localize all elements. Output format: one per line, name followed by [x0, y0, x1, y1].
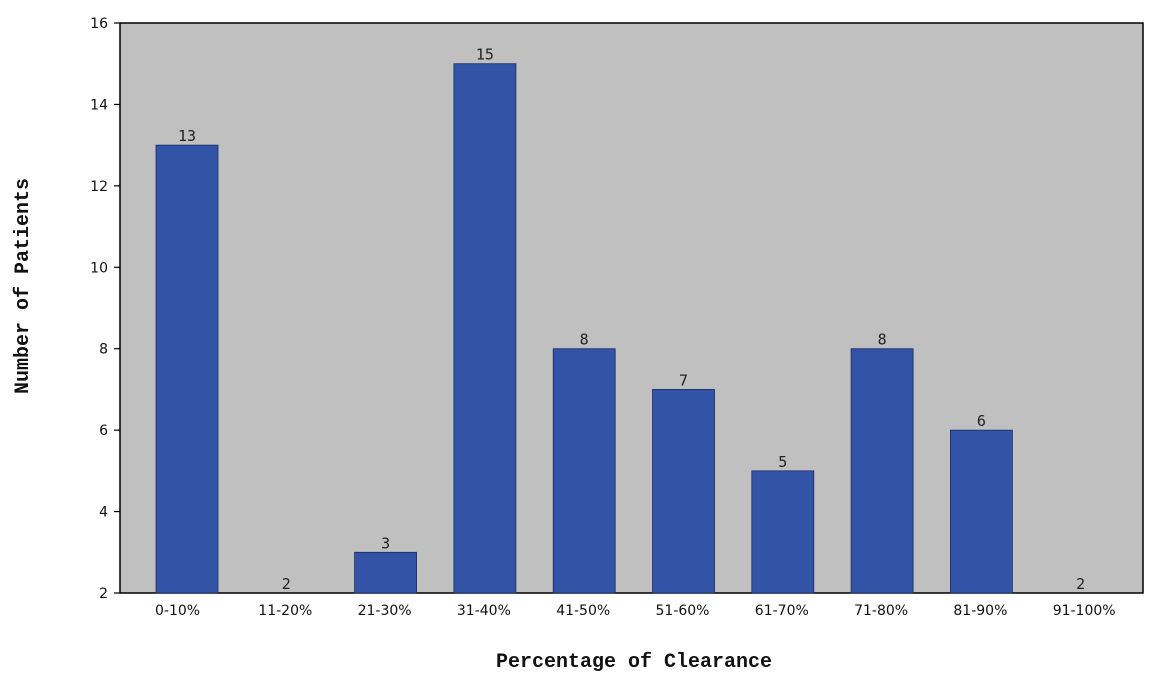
bar-41-50%	[552, 348, 616, 594]
x-tick-label-51-60%: 51-60%	[656, 603, 710, 619]
y-tick-label: 8	[99, 342, 108, 358]
x-tick-label-31-40%: 31-40%	[457, 603, 511, 619]
y-tick-label: 14	[90, 97, 108, 113]
data-label-0-10%: 13	[178, 127, 196, 145]
bar-51-60%	[652, 389, 715, 594]
data-label-51-60%: 7	[679, 371, 688, 389]
data-label-81-90%: 6	[977, 412, 986, 430]
x-axis-title: Percentage of Clearance	[496, 651, 772, 673]
y-tick-label: 2	[99, 586, 108, 602]
bar-71-80%	[850, 348, 914, 594]
bars: 13 2 3 15 8 7 5 8 6 2	[155, 46, 1085, 594]
bar-0-10%	[155, 144, 219, 594]
data-label-21-30%: 3	[381, 534, 390, 552]
x-tick-label-61-70%: 61-70%	[755, 603, 809, 619]
y-tick-label: 6	[99, 423, 108, 439]
x-tick-label-41-50%: 41-50%	[556, 603, 610, 619]
y-tick-label: 4	[99, 505, 108, 521]
data-label-41-50%: 8	[580, 331, 589, 349]
y-tick-label: 10	[90, 260, 108, 276]
x-tick-label-91-100%: 91-100%	[1053, 603, 1116, 619]
bar-61-70%	[751, 470, 815, 594]
bar-31-40%	[453, 63, 517, 594]
bar-21-30%	[354, 551, 418, 594]
data-label-71-80%: 8	[878, 331, 887, 349]
y-axis: 2 4 6 8 10 12 14 16	[90, 16, 120, 602]
x-tick-label-11-20%: 11-20%	[258, 603, 312, 619]
y-tick-label: 12	[90, 179, 108, 195]
x-axis: 0-10% 11-20% 21-30% 31-40% 41-50% 51-60% 61-70…	[155, 603, 1116, 619]
y-axis-title: Number of Patients	[12, 178, 35, 394]
x-tick-label-71-80%: 71-80%	[854, 603, 908, 619]
data-label-91-100%: 2	[1076, 575, 1085, 593]
x-tick-label-81-90%: 81-90%	[953, 603, 1007, 619]
bar-81-90%	[950, 429, 1013, 594]
data-label-61-70%: 5	[778, 453, 787, 471]
x-tick-label-21-30%: 21-30%	[358, 603, 412, 619]
y-tick-label: 16	[90, 16, 108, 32]
data-label-11-20%: 2	[282, 575, 291, 593]
x-tick-label-0-10%: 0-10%	[155, 603, 200, 619]
data-label-31-40%: 15	[476, 46, 494, 64]
